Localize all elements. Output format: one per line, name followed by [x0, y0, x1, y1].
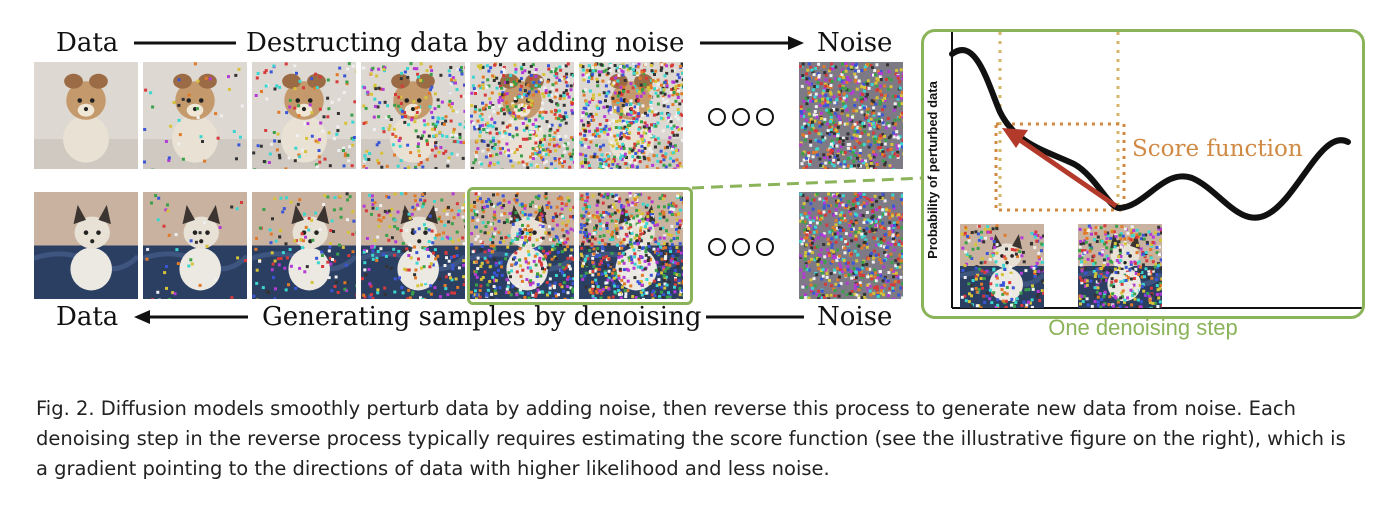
reverse-step-image	[361, 192, 465, 299]
figure-caption: Fig. 2. Diffusion models smoothly pertur…	[36, 397, 1346, 480]
bottom-image-row	[34, 192, 904, 302]
connector-dashed-line	[691, 176, 925, 190]
bottom-arrow-line-right	[706, 315, 804, 319]
top-noise-label: Noise	[817, 28, 893, 58]
bottom-data-label: Data	[56, 302, 119, 332]
forward-step-image	[361, 62, 465, 169]
ellipsis-icon	[688, 192, 792, 299]
reverse-step-image	[799, 192, 903, 299]
noisy-sample-thumbnail	[1078, 224, 1162, 308]
score-function-label: Score function	[1132, 136, 1303, 162]
forward-step-image	[579, 62, 683, 169]
clean-sample-thumbnail	[960, 224, 1044, 308]
reverse-step-image	[579, 192, 683, 299]
bottom-noise-label: Noise	[817, 302, 893, 332]
y-axis-label: Probability of perturbed data	[925, 81, 940, 259]
reverse-step-image	[34, 192, 138, 299]
top-label-row: Data Destructing data by adding noise No…	[0, 28, 920, 58]
top-arrow-line-left	[134, 41, 236, 45]
forward-step-image	[143, 62, 247, 169]
top-image-row	[34, 62, 904, 172]
score-arrow-shaft	[1012, 133, 1118, 209]
score-function-box	[994, 122, 1126, 212]
forward-step-image	[470, 62, 574, 169]
forward-step-image	[799, 62, 903, 169]
ellipsis-icon	[688, 62, 792, 169]
reverse-step-image	[470, 192, 574, 299]
denoising-step-highlight	[467, 187, 693, 305]
left-arrow-icon	[134, 310, 248, 324]
score-arrow-head	[1002, 128, 1028, 148]
reverse-step-image	[252, 192, 356, 299]
bottom-label-row: Data Generating samples by denoising Noi…	[0, 302, 920, 332]
forward-step-image	[34, 62, 138, 169]
bottom-process-label: Generating samples by denoising	[262, 302, 702, 332]
density-curve	[949, 47, 1351, 221]
score-function-plot	[949, 32, 1362, 309]
reverse-step-image	[143, 192, 247, 299]
top-data-label: Data	[56, 28, 119, 58]
right-arrow-icon	[700, 36, 804, 50]
score-function-panel: Probability of perturbed data Score func…	[921, 29, 1365, 319]
forward-step-image	[252, 62, 356, 169]
panel-caption: One denoising step	[1048, 315, 1238, 340]
top-process-label: Destructing data by adding noise	[246, 28, 685, 58]
